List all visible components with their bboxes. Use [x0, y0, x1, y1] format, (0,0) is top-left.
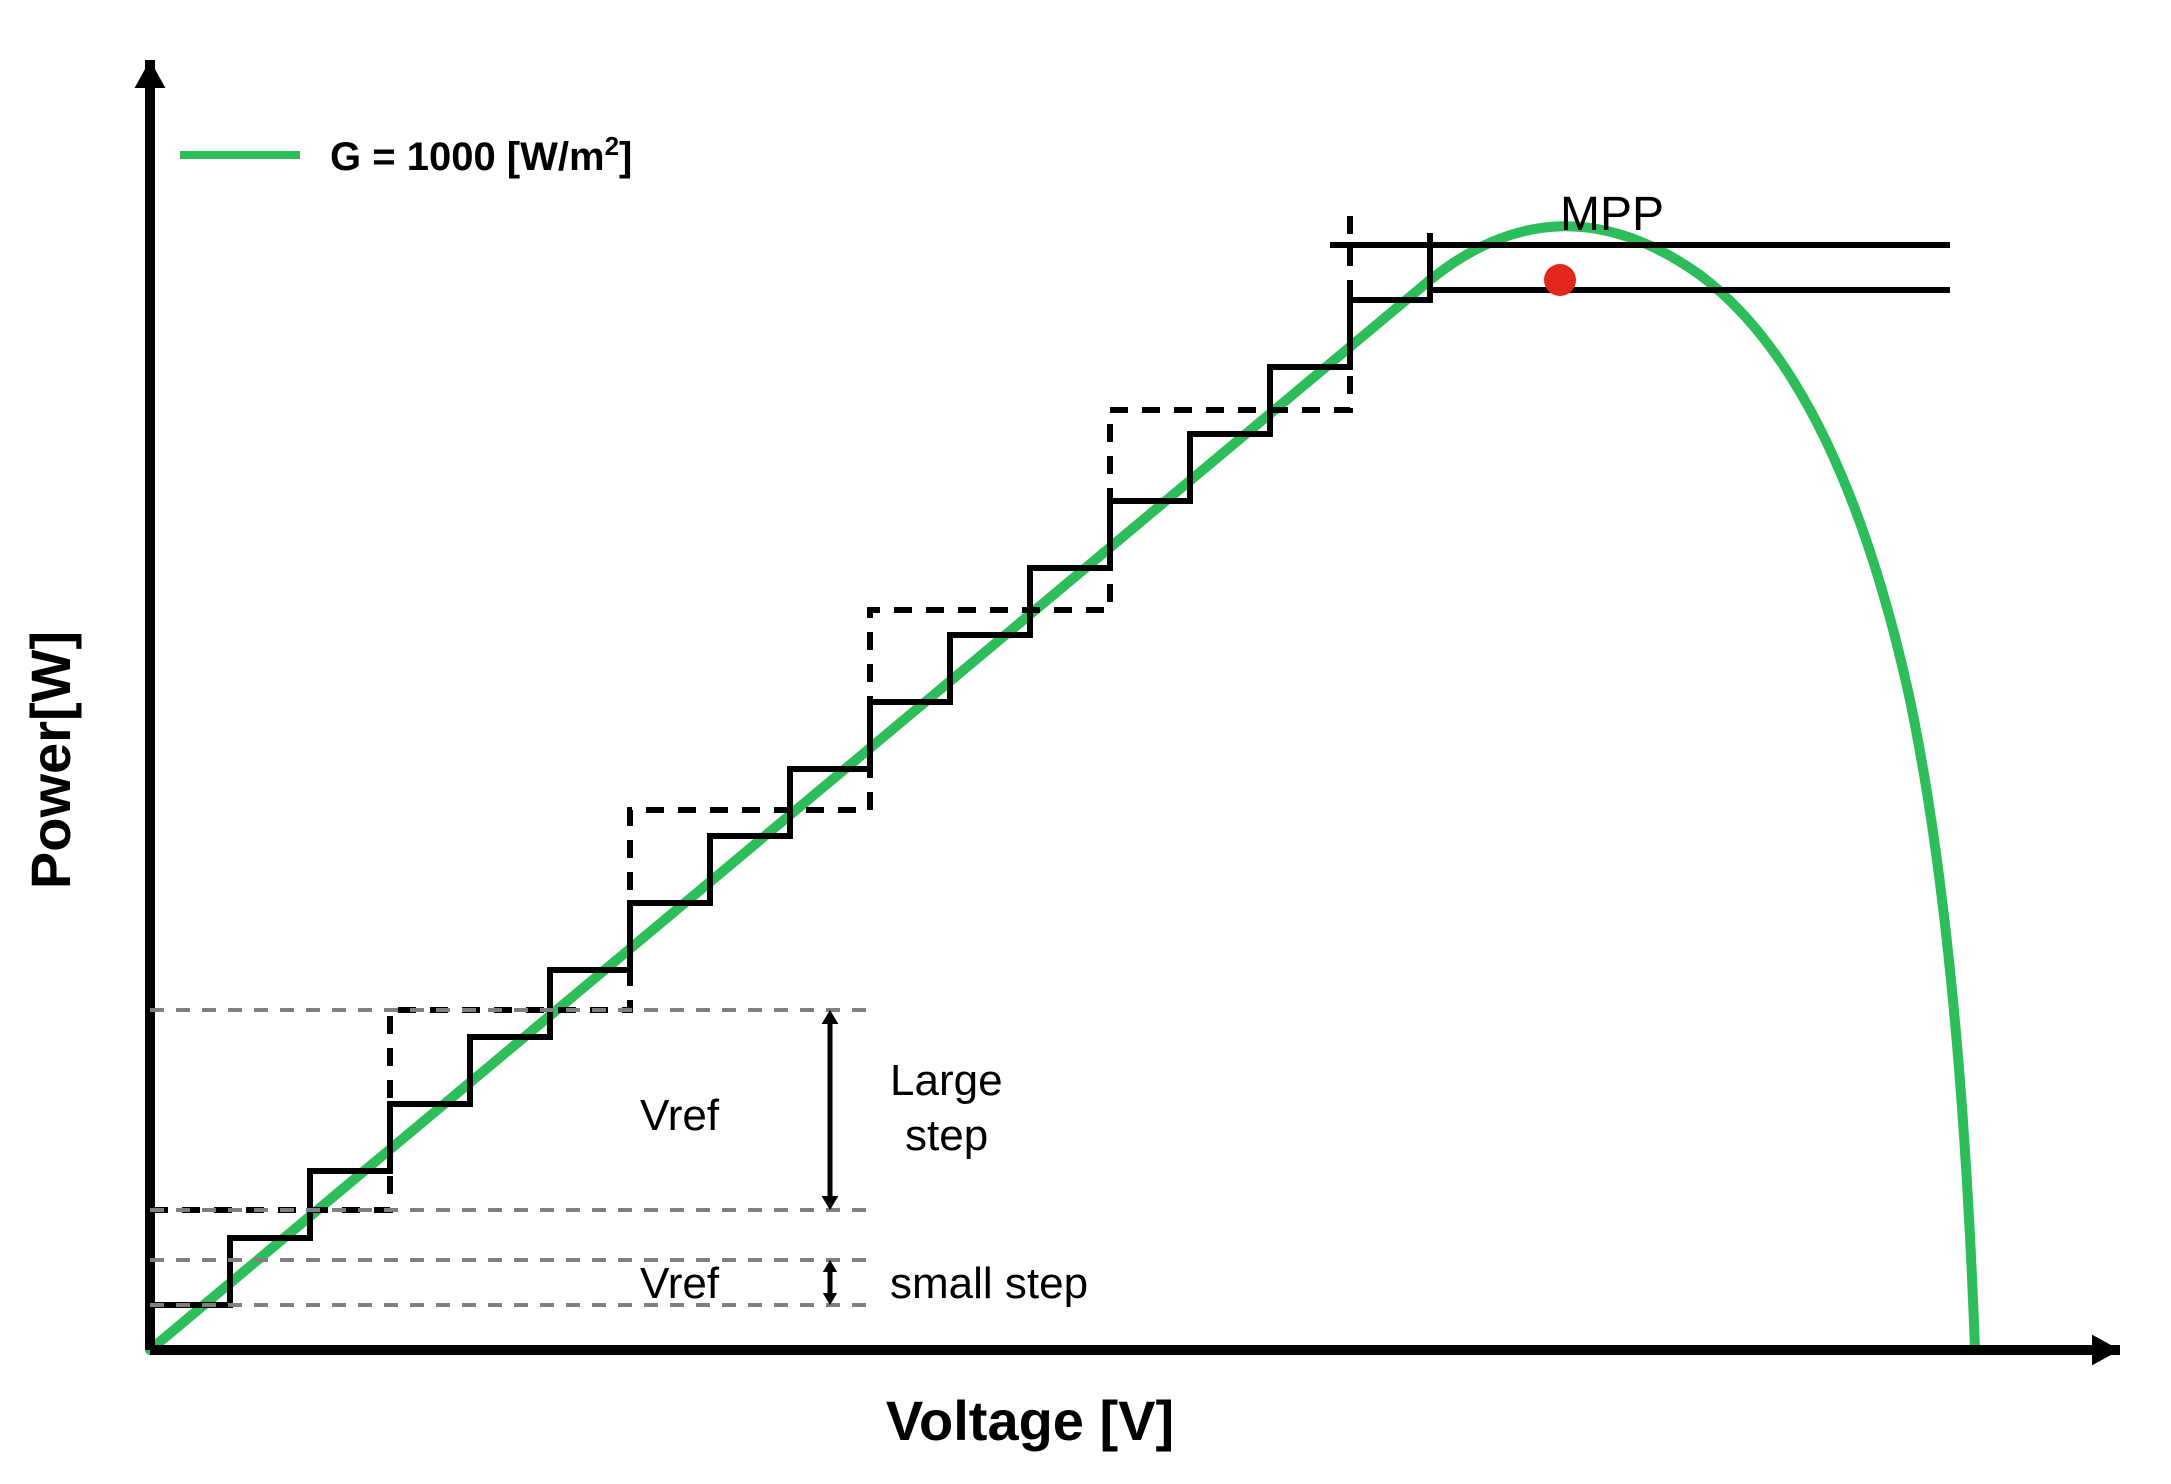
mpp-dot — [1544, 264, 1576, 296]
large-step-label-2: step — [905, 1111, 988, 1160]
mpp-label: MPP — [1560, 188, 1664, 241]
y-axis-label: Power[W] — [19, 631, 82, 889]
legend-text: G = 1000 [W/m2] — [330, 131, 632, 179]
chart-svg: MPP Voltage [V] Power[W] G = 1000 [W/m2] Vre… — [0, 0, 2171, 1484]
small-step-label: small step — [890, 1259, 1088, 1308]
large-step-vref: Vref — [640, 1091, 720, 1140]
small-step-vref: Vref — [640, 1259, 720, 1308]
chart-container: MPP Voltage [V] Power[W] G = 1000 [W/m2] Vre… — [0, 0, 2171, 1484]
large-step-label-1: Large — [890, 1056, 1003, 1105]
x-axis-label: Voltage [V] — [886, 1389, 1174, 1452]
